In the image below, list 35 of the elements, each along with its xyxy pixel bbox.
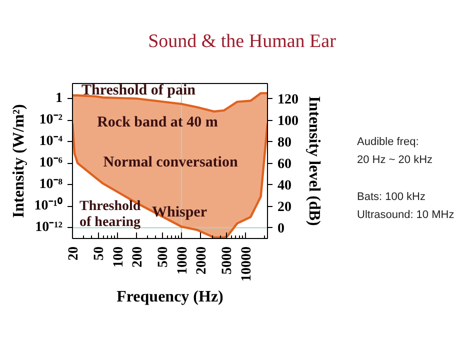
y2-tick-label: 0 [278,222,284,237]
y-tick-label: 10⁻¹² [35,220,63,236]
text: Audible freq: 20 Hz ~ 20 kHz [357,135,434,168]
y2-tick-label: 120 [278,92,298,108]
y2-tick-label: 60 [278,157,292,172]
y-tick-label: 10⁻¹⁰ [34,196,63,214]
annotation: Threshold of pain [82,82,196,98]
y-tick-label: 10⁻⁶ [39,156,63,171]
chart-title: Sound & the Human Ear [148,31,336,53]
annotation: Threshold of hearing [80,199,141,230]
y2-axis-title: Intensity level (dB) [306,96,322,226]
y-tick-label: 10⁻⁴ [39,134,64,150]
x-tick-label: 5000 [220,246,236,274]
x-tick-label: 20 [66,246,82,260]
text: Bats: 100 kHz [357,190,426,205]
x-tick-label: 2000 [194,246,210,274]
x-tick-label: 200 [130,246,146,268]
x-tick-label: 1000 [175,246,190,274]
y2-tick-label: 40 [278,178,292,194]
x-axis-title: Frequency (Hz) [116,288,224,306]
x-tick-label: 500 [156,246,172,268]
y2-tick-label: 80 [278,136,292,151]
y-axis-title: Intensity (W/m²) [10,104,28,218]
x-tick-label: 50 [92,246,108,260]
x-tick-label: 100 [111,246,126,268]
annotation: Rock band at 40 m [97,114,218,130]
x-tick-label: 10000 [240,246,255,282]
y-tick-label: 1 [56,91,62,106]
annotation: Whisper [152,204,208,220]
y2-tick-label: 100 [278,114,298,130]
y-tick-label: 10⁻⁸ [39,177,63,192]
y-tick-label: 10⁻² [39,112,63,128]
text: Ultrasound: 10 MHz [357,208,454,223]
y2-tick-label: 20 [278,200,292,216]
annotation: Normal conversation [103,154,238,170]
